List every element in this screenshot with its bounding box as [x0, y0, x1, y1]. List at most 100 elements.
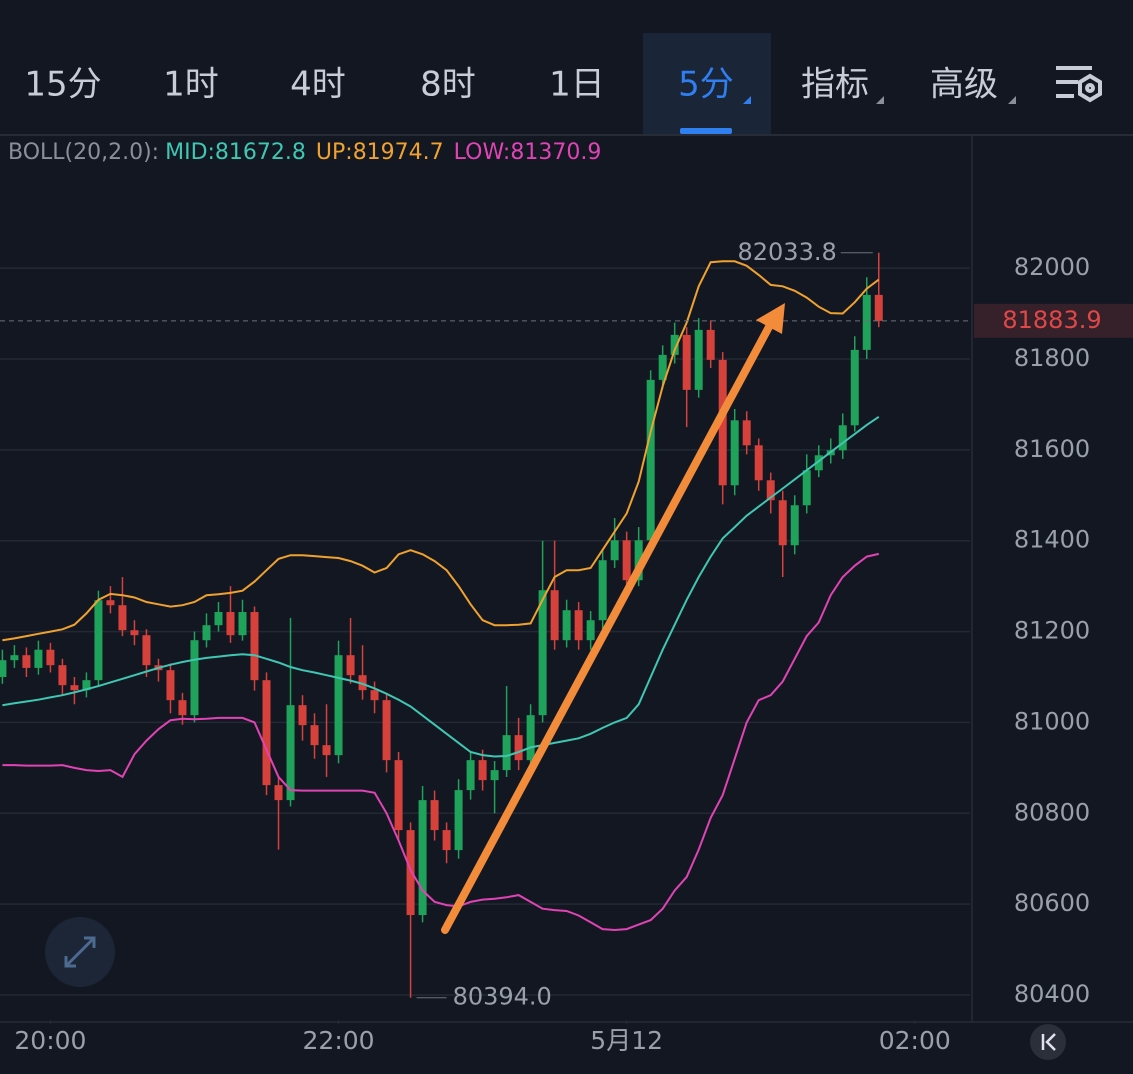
candle-body — [670, 334, 679, 355]
scroll-end-icon — [1041, 1033, 1056, 1051]
tab[interactable]: 4时 — [290, 65, 346, 105]
candle-body — [166, 670, 175, 701]
candle-body — [610, 540, 619, 561]
candle-body — [0, 660, 7, 677]
candle-body — [526, 715, 535, 761]
candle-body — [838, 425, 847, 451]
candle-body — [406, 830, 415, 916]
low-label: 80394.0 — [453, 983, 552, 1011]
candle-body — [46, 649, 55, 666]
tab-bar: 15分 1时 4时 8时 1日 5分 指标 高级 — [24, 65, 998, 105]
candle-body — [142, 635, 151, 666]
last-price-box — [974, 303, 1133, 338]
candle-body — [466, 760, 475, 791]
x-tick-label: 20:00 — [14, 1026, 86, 1055]
candle-body — [850, 349, 859, 426]
x-tick-label: 02:00 — [879, 1026, 951, 1055]
candle-body — [298, 705, 307, 726]
candle-body — [454, 790, 463, 851]
candle-body — [22, 655, 31, 668]
candle-body — [106, 600, 115, 606]
candle-body — [34, 649, 43, 668]
candle-body — [238, 612, 247, 636]
boll-legend: BOLL(20,2.0): MID:81672.8 UP:81974.7 LOW:81… — [8, 140, 601, 165]
boll-line — [2, 260, 880, 642]
candle-body — [718, 359, 727, 486]
candle-body — [730, 420, 739, 486]
trend-arrow — [441, 321, 774, 934]
y-tick-label: 80800 — [1014, 798, 1090, 826]
candle-body — [118, 605, 127, 631]
tab[interactable]: 1日 — [549, 65, 605, 105]
candle-body — [814, 455, 823, 471]
y-tick-label: 81000 — [1014, 707, 1090, 735]
plot: 80400 80600 80800 81000 81200 81400 81600 81800… — [0, 238, 1133, 1055]
boll-line — [2, 552, 880, 932]
candle-body — [514, 735, 523, 761]
candle-body — [10, 655, 19, 661]
y-tick-label: 80600 — [1014, 889, 1090, 917]
candle-body — [706, 329, 715, 360]
candle-body — [58, 665, 67, 686]
tab-caret — [743, 96, 751, 104]
candle-body — [622, 540, 631, 581]
candle-body — [790, 505, 799, 546]
candle-body — [130, 630, 139, 636]
tab-caret — [876, 96, 884, 104]
tab[interactable]: 15分 — [24, 65, 101, 105]
candle-body — [778, 500, 787, 546]
candle-body — [682, 334, 691, 390]
y-tick-label: 81200 — [1014, 617, 1090, 645]
candle-body — [382, 700, 391, 761]
candle-body — [634, 540, 643, 581]
candle-body — [190, 640, 199, 716]
candle-body — [502, 735, 511, 771]
candle-body — [274, 785, 283, 801]
candle-body — [430, 800, 439, 831]
y-tick-label: 81400 — [1014, 526, 1090, 554]
y-tick-label: 80400 — [1014, 980, 1090, 1008]
tab[interactable]: 1时 — [163, 65, 219, 105]
x-tick-label: 22:00 — [303, 1026, 375, 1055]
candle-body — [658, 354, 667, 380]
active-tab-underline — [680, 128, 732, 134]
candle-body — [370, 690, 379, 701]
candle-body — [694, 329, 703, 390]
tab[interactable]: 5分 — [678, 65, 734, 105]
y-tick-label: 81600 — [1014, 435, 1090, 463]
candle-body — [646, 379, 655, 541]
candle-body — [346, 655, 355, 676]
tab[interactable]: 高级 — [930, 65, 998, 105]
tab[interactable]: 8时 — [420, 65, 476, 105]
candle-body — [574, 610, 583, 641]
candle-body — [82, 680, 91, 691]
tab-caret — [1008, 96, 1016, 104]
candle-body — [598, 560, 607, 621]
candle-body — [310, 725, 319, 746]
settings-icon[interactable] — [1056, 66, 1102, 103]
candle-body — [538, 590, 547, 716]
candle-body — [358, 675, 367, 691]
candle-body — [394, 760, 403, 831]
candle-body — [70, 685, 79, 691]
candle-body — [250, 612, 259, 681]
y-tick-label: 82000 — [1014, 253, 1090, 281]
candle-body — [562, 610, 571, 641]
candle-body — [862, 294, 871, 350]
candle-body — [550, 590, 559, 641]
x-tick-label: 5月12 — [590, 1026, 663, 1055]
tab[interactable]: 指标 — [801, 65, 869, 105]
boll-line — [2, 415, 880, 758]
candle-body — [178, 700, 187, 716]
expand-icon — [64, 936, 96, 968]
candle-body — [754, 445, 763, 481]
candle-body — [490, 770, 499, 781]
trend-arrow-head — [756, 303, 785, 334]
candle-body — [766, 480, 775, 501]
candle-body — [442, 830, 451, 851]
candle-body — [322, 745, 331, 756]
last-price-label: 81883.9 — [1002, 306, 1101, 334]
candle-body — [226, 612, 235, 636]
candle-body — [94, 600, 103, 681]
candle-body — [286, 705, 295, 801]
